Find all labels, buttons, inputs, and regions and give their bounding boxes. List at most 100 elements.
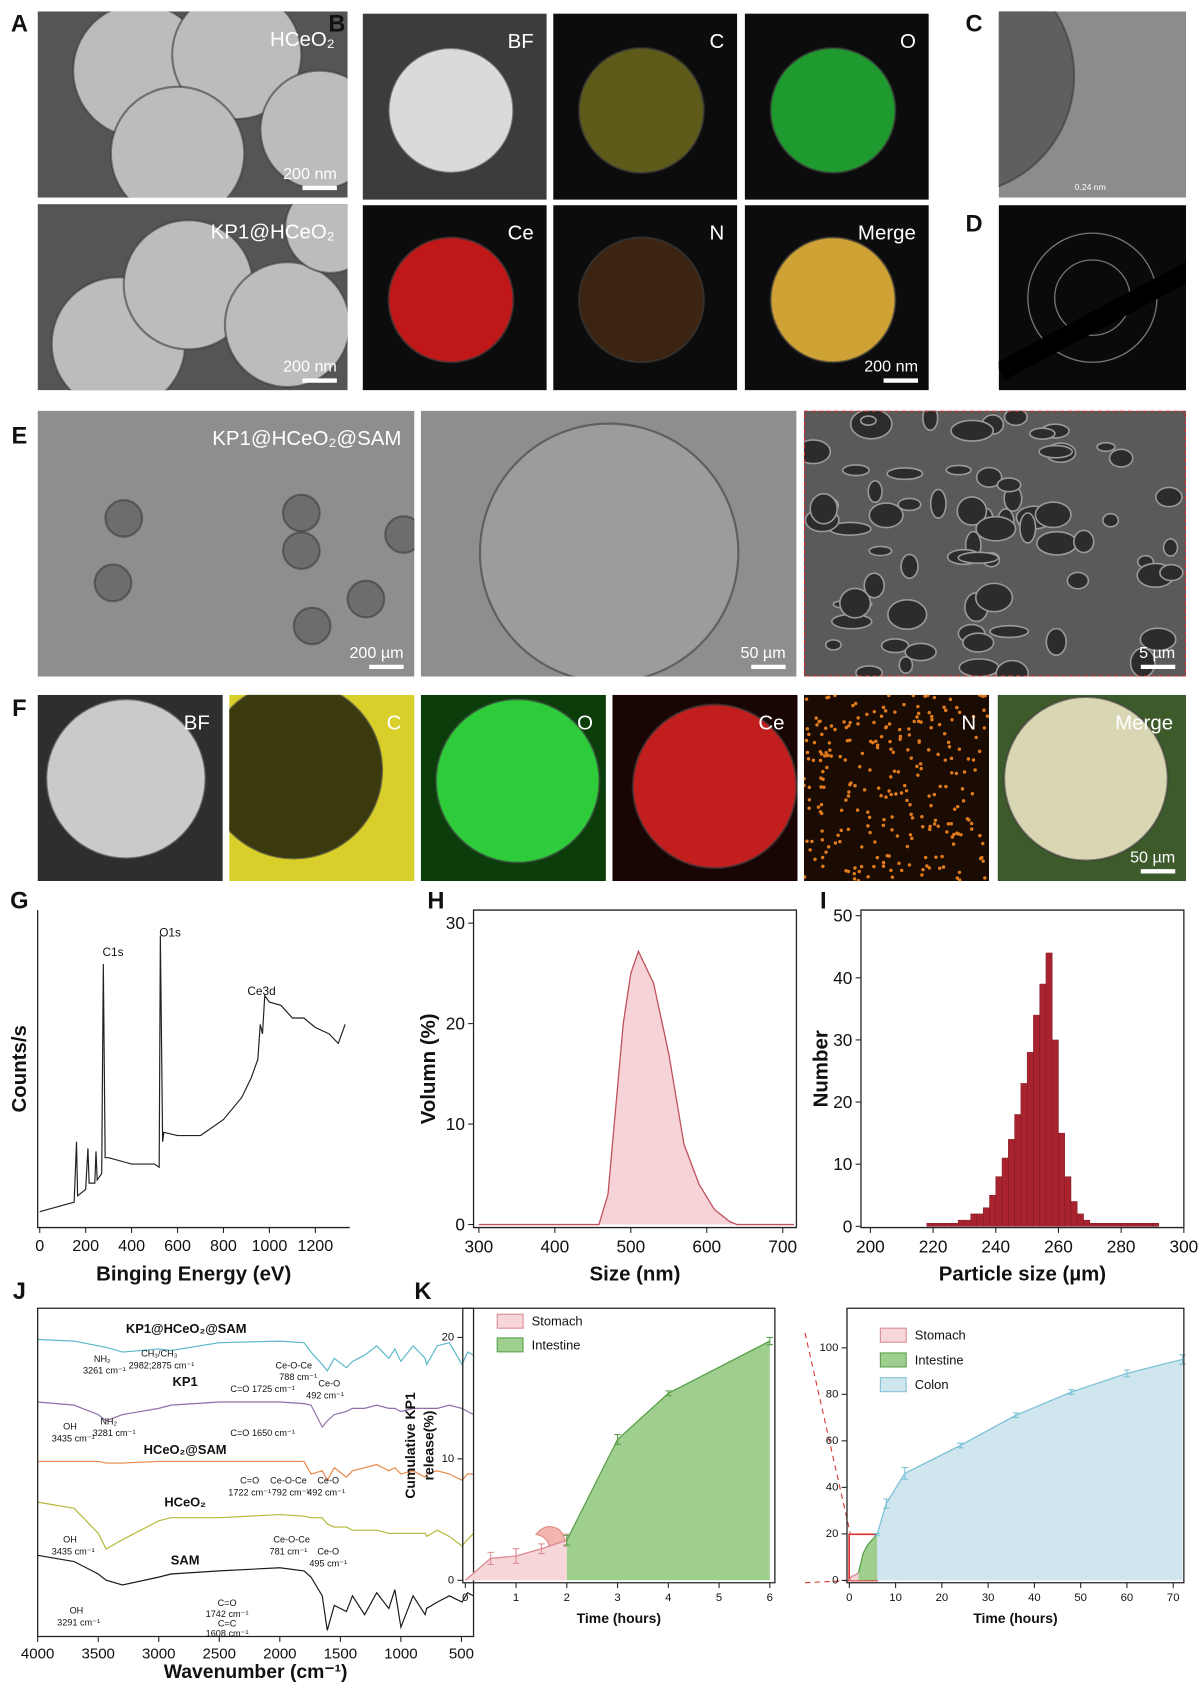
signal-dot xyxy=(889,747,893,751)
signal-dot xyxy=(915,715,919,719)
particle xyxy=(387,236,515,364)
data-area xyxy=(566,1341,770,1581)
legend-swatch xyxy=(879,1327,907,1343)
micrograph xyxy=(998,11,1187,198)
signal-dot xyxy=(815,723,819,727)
pore xyxy=(1003,410,1028,427)
histogram-bar xyxy=(1133,1222,1141,1227)
particle xyxy=(577,236,705,364)
x-tick-label: 700 xyxy=(768,1237,797,1257)
signal-dot xyxy=(872,864,876,869)
signal-dot xyxy=(961,799,966,803)
annotation: NH₂ xyxy=(94,1354,111,1364)
error-bar xyxy=(1012,1412,1020,1419)
signal-dot xyxy=(894,792,898,796)
annotation: C=O 1725 cm⁻¹ xyxy=(230,1384,294,1394)
signal-dot xyxy=(943,708,948,713)
x-axis-title: Binging Energy (eV) xyxy=(96,1262,291,1285)
data-area xyxy=(877,1359,1183,1581)
signal-dot xyxy=(812,740,817,745)
signal-dot xyxy=(860,845,864,849)
signal-dot xyxy=(852,877,857,881)
signal-dot xyxy=(823,754,827,758)
series-label: HCeO₂ xyxy=(164,1495,206,1510)
micrograph xyxy=(362,13,547,200)
x-tick-label: 20 xyxy=(936,1592,949,1604)
pore xyxy=(1029,427,1056,440)
x-tick-label: 3500 xyxy=(81,1646,114,1663)
annotation: 492 cm⁻¹ xyxy=(306,1390,344,1400)
signal-dot xyxy=(955,876,960,880)
signal-dot xyxy=(904,789,909,793)
error-bar xyxy=(614,1434,621,1445)
signal-dot xyxy=(866,824,870,828)
panel-label: G xyxy=(10,888,28,914)
signal-dot xyxy=(969,827,974,831)
x-tick-label: 500 xyxy=(449,1646,474,1663)
signal-dot xyxy=(836,833,840,838)
series-label: SAM xyxy=(171,1553,200,1568)
signal-dot xyxy=(946,740,951,745)
signal-dot xyxy=(921,825,925,829)
signal-dot xyxy=(814,716,818,720)
signal-dot xyxy=(816,805,821,809)
pore xyxy=(1102,512,1120,528)
signal-dot xyxy=(916,711,921,716)
histogram-bar xyxy=(1108,1222,1116,1227)
image-caption: BF xyxy=(508,30,534,53)
histogram-bar xyxy=(926,1222,934,1227)
pore xyxy=(1108,448,1134,468)
signal-dot xyxy=(817,719,821,724)
annotation: 2982;2875 cm⁻¹ xyxy=(129,1360,195,1370)
pore xyxy=(897,497,922,512)
signal-dot xyxy=(879,793,883,798)
error-bar xyxy=(665,1390,672,1397)
signal-dot xyxy=(856,722,860,726)
particle xyxy=(109,85,246,198)
signal-dot xyxy=(820,829,824,833)
signal-dot xyxy=(804,738,809,743)
signal-dot xyxy=(909,812,913,817)
y-axis-title: Cumulative KP1 xyxy=(402,1392,418,1499)
signal-dot xyxy=(916,704,920,709)
signal-dot xyxy=(874,739,878,744)
signal-dot xyxy=(907,727,911,731)
histogram-bar xyxy=(1152,1222,1159,1227)
signal-dot xyxy=(938,866,942,871)
signal-dot xyxy=(890,815,894,819)
histogram-bar xyxy=(945,1222,953,1227)
scale-bar-label: 50 µm xyxy=(741,644,786,662)
signal-dot xyxy=(930,714,934,719)
signal-dot xyxy=(941,865,946,869)
signal-dot xyxy=(897,861,901,866)
signal-dot xyxy=(910,816,915,820)
signal-dot xyxy=(884,795,888,799)
histogram-bar xyxy=(995,1176,1003,1227)
annotation: 1722 cm⁻¹ xyxy=(228,1487,271,1497)
x-tick-label: 400 xyxy=(540,1237,569,1257)
histogram-bar xyxy=(1014,1114,1022,1227)
signal-dot xyxy=(954,771,959,776)
signal-dot xyxy=(917,740,921,744)
annotation: Ce-O-Ce xyxy=(276,1360,313,1370)
y-tick-label: 0 xyxy=(843,1216,853,1236)
signal-dot xyxy=(819,785,823,789)
error-bar xyxy=(1179,1354,1186,1365)
micrograph xyxy=(612,694,798,882)
signal-dot xyxy=(813,857,817,862)
signal-dot xyxy=(881,860,886,865)
x-tick-label: 400 xyxy=(118,1237,145,1255)
scale-bar-label: 200 nm xyxy=(864,358,918,376)
micrograph xyxy=(803,410,1187,677)
signal-dot xyxy=(970,792,975,796)
legend-swatch xyxy=(496,1313,524,1329)
signal-dot xyxy=(852,871,856,876)
signal-dot xyxy=(910,836,914,841)
histogram-bar xyxy=(1070,1201,1078,1227)
signal-dot xyxy=(807,785,812,790)
pore xyxy=(922,410,939,432)
signal-dot xyxy=(907,863,912,867)
y-tick-label: 60 xyxy=(826,1435,839,1447)
x-tick-label: 600 xyxy=(692,1237,721,1257)
x-tick-label: 260 xyxy=(1044,1237,1073,1257)
